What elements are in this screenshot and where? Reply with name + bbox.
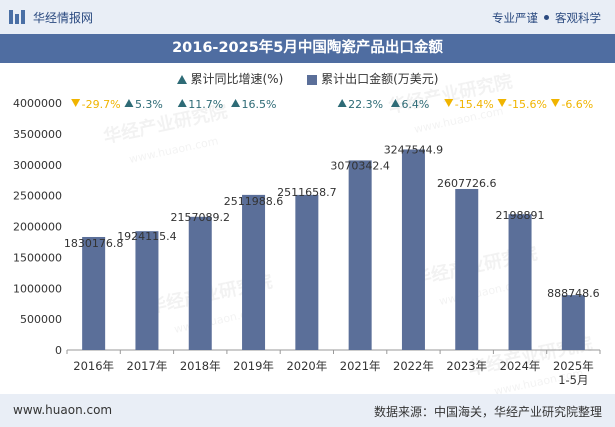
bar [135,231,159,350]
x-tick-label: 2016年 [73,359,114,373]
y-tick-label: 4000000 [13,97,62,110]
y-tick-label: 2000000 [13,221,62,234]
growth-up-marker [177,99,187,107]
growth-up-marker [390,99,400,107]
growth-down-marker [497,99,507,107]
footer-url: www.huaon.com [13,403,113,417]
growth-down-marker [71,99,81,107]
x-tick-label: 2020年 [286,359,327,373]
x-tick-label: 2024年 [500,359,541,373]
x-tick-label: 2025年 [553,359,594,373]
bar [188,216,212,350]
growth-label: -6.6% [561,98,593,111]
x-tick-label: 2017年 [127,359,168,373]
y-tick-label: 500000 [20,313,62,326]
dot-icon [544,15,549,20]
bar-value-label: 2511988.6 [224,195,284,208]
bar [295,194,319,350]
x-tick-label: 2021年 [340,359,381,373]
y-tick-label: 3000000 [13,159,62,172]
growth-label: -15.6% [508,98,547,111]
tagline-left: 专业严谨 [492,11,538,25]
growth-label: 5.3% [135,98,163,111]
bar-value-label: 2157089.2 [171,211,231,224]
x-tick-label: 2018年 [180,359,221,373]
y-tick-label: 1500000 [13,251,62,264]
top-banner: 华经情报网 专业严谨 客观科学 [0,0,615,34]
bar-value-label: 1924115.4 [117,230,177,243]
triangle-up-icon [176,75,187,84]
bar [242,194,266,350]
chart-legend: 累计同比增速(%) 累计出口金额(万美元) [0,70,615,87]
growth-up-marker [231,99,241,107]
y-tick-label: 1000000 [13,282,62,295]
growth-down-marker [444,99,454,107]
y-tick-label: 2500000 [13,190,62,203]
chart-title: 2016-2025年5月中国陶瓷产品出口金额 [0,34,615,63]
bar-value-label: 2198891 [496,209,545,222]
x-tick-label: 2019年 [233,359,274,373]
x-tick-label: 2023年 [446,359,487,373]
bar-chart: 华经产业研究院www.huaon.com华经产业研究院www.huaon.com… [13,70,601,394]
growth-label: 16.5% [242,98,277,111]
bar [561,295,585,350]
y-tick-label: 0 [55,344,62,357]
growth-down-marker [550,99,560,107]
bar [508,214,532,350]
bar [348,160,372,350]
legend-item-growth: 累计同比增速(%) [176,70,284,87]
x-tick-label: 1-5月 [558,373,588,387]
bar-value-label: 3070342.4 [330,159,390,172]
site-name: 华经情报网 [33,11,94,25]
footer: www.huaon.com 数据来源：中国海关，华经产业研究院整理 [0,394,615,427]
growth-label: 22.3% [348,98,383,111]
bar-value-label: 2607726.6 [437,177,497,190]
bar-value-label: 888748.6 [547,287,600,300]
growth-label: -29.7% [82,98,121,111]
legend-item-amount: 累计出口金额(万美元) [307,70,438,87]
bar-value-label: 2511658.7 [277,186,337,199]
bar [82,236,106,350]
bar-value-label: 3247544.9 [384,143,444,156]
legend-growth-label: 累计同比增速(%) [190,72,284,86]
growth-label: 11.7% [188,98,223,111]
square-icon [307,74,318,85]
x-tick-label: 2022年 [393,359,434,373]
growth-up-marker [124,99,134,107]
tagline-right: 客观科学 [555,11,601,25]
logo-icon [9,10,25,24]
bar-value-label: 1830176.8 [64,237,124,250]
footer-source: 数据来源：中国海关，华经产业研究院整理 [373,405,602,419]
growth-label: -15.4% [455,98,494,111]
y-tick-label: 3500000 [13,128,62,141]
bar [401,149,425,350]
growth-label: 6.4% [401,98,429,111]
legend-amount-label: 累计出口金额(万美元) [321,72,439,86]
tagline: 专业严谨 客观科学 [492,10,601,26]
growth-up-marker [337,99,347,107]
bar [455,188,479,350]
